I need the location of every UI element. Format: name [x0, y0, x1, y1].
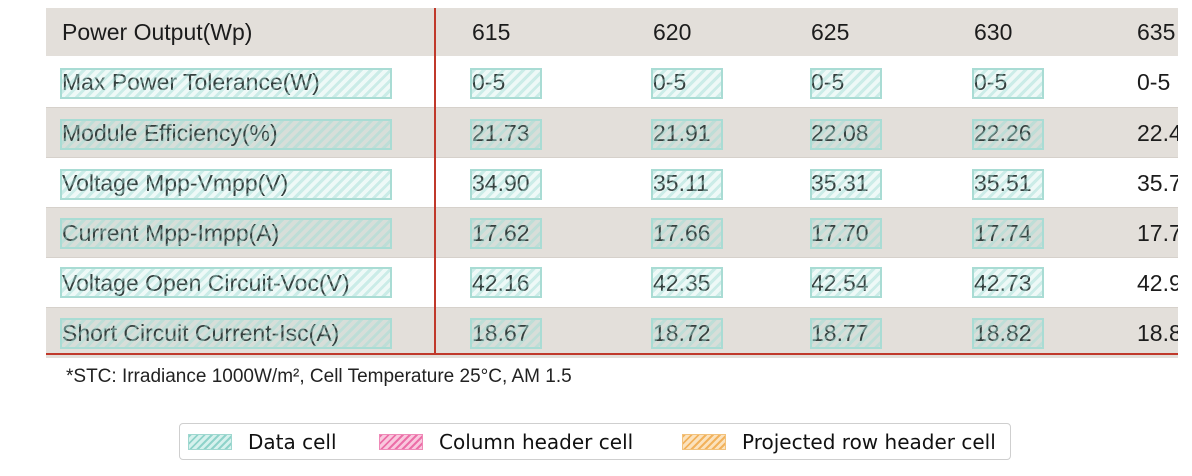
legend-label: Projected row header cell [742, 429, 996, 454]
value-cell: 635 [1137, 18, 1176, 45]
legend-label: Column header cell [439, 429, 634, 454]
legend-item-projected-row-header: Projected row header cell [682, 424, 996, 459]
data-cell-overlay [972, 267, 1044, 298]
data-cell-overlay [651, 318, 723, 349]
row-divider [46, 307, 1178, 308]
data-cell-overlay [651, 169, 723, 200]
data-cell-overlay [972, 119, 1044, 150]
data-cell-swatch [188, 433, 232, 450]
legend-label: Data cell [248, 429, 337, 454]
data-cell-overlay [810, 218, 882, 249]
value-cell: 42.9 [1137, 269, 1178, 296]
data-cell-overlay [470, 169, 542, 200]
column-divider [434, 8, 436, 355]
data-cell-overlay [810, 318, 882, 349]
value-cell: 18.8 [1137, 319, 1178, 346]
row-divider [46, 157, 1178, 158]
data-cell-overlay [651, 267, 723, 298]
data-cell-overlay [60, 68, 392, 99]
value-cell: 0-5 [1137, 68, 1171, 95]
data-cell-overlay [470, 267, 542, 298]
data-cell-overlay [651, 68, 723, 99]
column-header-swatch [379, 433, 423, 450]
data-cell-overlay [60, 318, 392, 349]
data-cell-overlay [470, 318, 542, 349]
row-divider [46, 107, 1178, 108]
projected-row-header-swatch [682, 433, 726, 450]
data-cell-overlay [810, 68, 882, 99]
data-cell-overlay [810, 267, 882, 298]
table-bottom-rule [46, 353, 1178, 355]
data-cell-overlay [60, 169, 392, 200]
data-cell-overlay [470, 218, 542, 249]
data-cell-overlay [651, 119, 723, 150]
data-cell-overlay [651, 218, 723, 249]
legend-item-column-header: Column header cell [379, 424, 633, 459]
data-cell-overlay [470, 119, 542, 150]
data-cell-overlay [972, 169, 1044, 200]
data-cell-overlay [810, 169, 882, 200]
stc-footnote: *STC: Irradiance 1000W/m², Cell Temperat… [66, 366, 572, 387]
data-cell-overlay [60, 267, 392, 298]
data-cell-overlay [60, 119, 392, 150]
legend: Data cell Column header cell Projected r… [179, 423, 1011, 460]
data-cell-overlay [972, 68, 1044, 99]
row-divider [46, 257, 1178, 258]
row-label: Power Output(Wp) [62, 18, 253, 45]
value-cell: 620 [653, 18, 692, 45]
value-cell: 615 [472, 18, 511, 45]
data-cell-overlay [470, 68, 542, 99]
row-divider [46, 207, 1178, 208]
value-cell: 22.4 [1137, 119, 1178, 146]
value-cell: 35.7 [1137, 169, 1178, 196]
data-cell-overlay [60, 218, 392, 249]
value-cell: 630 [974, 18, 1013, 45]
data-cell-overlay [810, 119, 882, 150]
value-cell: 625 [811, 18, 850, 45]
data-cell-overlay [972, 218, 1044, 249]
legend-item-data-cell: Data cell [188, 424, 337, 459]
value-cell: 17.7 [1137, 219, 1178, 246]
table-row: Power Output(Wp) 615 620 625 630 635 [46, 8, 1178, 56]
data-cell-overlay [972, 318, 1044, 349]
